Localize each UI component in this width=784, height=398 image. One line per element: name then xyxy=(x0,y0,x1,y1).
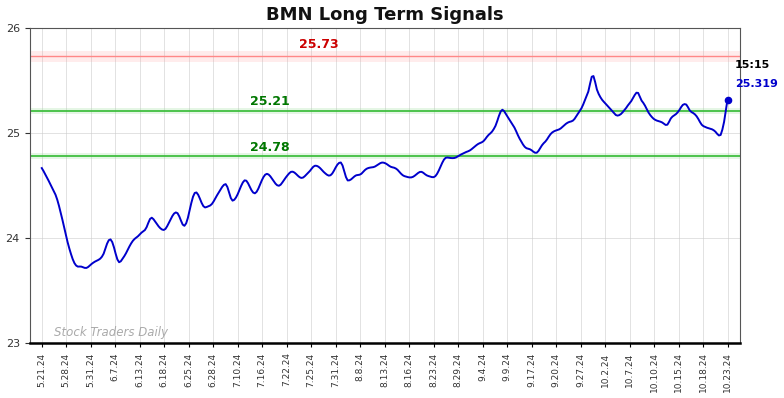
Text: Stock Traders Daily: Stock Traders Daily xyxy=(54,326,168,339)
Bar xyxy=(30,51,740,62)
Text: 24.78: 24.78 xyxy=(249,140,289,154)
Text: 15:15: 15:15 xyxy=(735,60,770,70)
Text: 25.73: 25.73 xyxy=(299,38,339,51)
Text: 25.319: 25.319 xyxy=(735,79,778,89)
Bar xyxy=(30,153,740,159)
Bar xyxy=(30,108,740,114)
Point xyxy=(721,96,734,103)
Text: 25.21: 25.21 xyxy=(249,96,289,108)
Title: BMN Long Term Signals: BMN Long Term Signals xyxy=(266,6,503,23)
